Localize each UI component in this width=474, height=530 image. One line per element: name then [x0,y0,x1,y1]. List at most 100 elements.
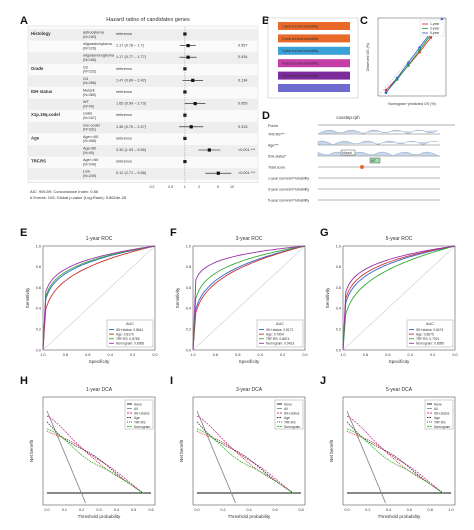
dca-ylabel: Net benefit [29,439,34,462]
forest-level: codel [83,112,92,116]
dca-title: 1-year DCA [86,387,113,393]
roc-xtick: 1.0 [190,353,195,357]
nomogram-bar-label: 4-year survival probability [282,62,319,66]
roc-ytick: 0.6 [186,286,191,290]
forest-hr-text: 5.12 (2.71 – 9.68) [116,171,147,175]
roc-ytick: 0.8 [186,265,191,269]
roc-ytick: 0.8 [36,265,41,269]
forest-point [189,125,193,129]
forest-axis-tick: 10 [230,185,234,189]
dca-xtick: 0.6 [407,508,412,512]
dca-curve [46,415,144,494]
dca-legend-item: Nomogram [134,425,151,429]
nomogram-bar [278,34,350,43]
forest-point [183,32,187,36]
forest-hr-text: 3.30 (1.93 – 5.66) [116,148,147,152]
roc-legend-item: Age: 0.7994 [266,332,284,336]
roc-legend-box [406,319,454,348]
panel-letter-e: E [20,227,27,239]
forest-row-bg [28,75,258,87]
roc-legend-item: Nomogram: 0.9423 [266,342,294,346]
forest-n: (N=266) [83,81,96,85]
forest-point [216,171,220,175]
forest-plot: Hazard ratios of candidates genes AIC: 9… [27,17,259,200]
forest-p-value: 0.434 [238,55,248,59]
roc-xtick: 1.0 [40,353,45,357]
dca-xtick: 0.1 [62,508,67,512]
forest-axis-tick: 0.2 [150,185,155,189]
dca-legend-item: All [434,407,438,411]
roc-xtick: 0.0 [452,353,457,357]
forest-var: X1p.19q.codel [31,112,60,117]
forest-axis-tick: 2 [198,185,200,189]
roc-legend-title: AUC [126,322,134,326]
nomogram-bar [278,59,350,68]
nomogram-bar-label: 3-year survival probability [282,49,319,53]
dca-legend-item: TRF.RS [284,420,296,424]
calibration-point [440,17,444,21]
dca-panel-1-year: 1-year DCA 0.0 0.1 0.2 0.3 0.4 0.5 0.6 Threshold… [29,387,156,519]
dca-legend-item: Nomogram [434,425,451,429]
forest-level: G2 [83,65,88,69]
dca-legend-box [274,399,304,430]
roc-legend-item: TRF.RS: 0.8755 [116,337,140,341]
panel-letter-g: G [320,227,329,239]
roc-legend-item: Age: 0.8170 [116,332,134,336]
forest-level: Age<=60 [83,135,98,139]
calibration-point [418,46,421,49]
forest-hr-text: 1.47 (0.89 – 2.42) [116,78,147,82]
roc-diagonal [42,245,156,351]
roc-legend-box [106,319,154,348]
roc-xtick: 0.8 [213,353,218,357]
dca-ylabel: Net benefit [329,439,334,462]
dca-xtick: 0.8 [298,508,303,512]
panel-letter-b: B [262,15,270,27]
forest-level: WT [83,100,90,104]
dca-xtick: 0.2 [365,508,370,512]
roc-xtick: 0.0 [152,353,157,357]
dca-legend-item: All [284,407,288,411]
forest-row-bg [28,145,258,157]
nomogram-bar-label: 2-year survival probability [282,37,319,41]
panel-letter-h: H [20,375,28,387]
nomogram-bar [278,22,350,30]
roc-ylabel: Sensitivity [325,287,330,308]
roc-ytick: 0.8 [336,265,341,269]
calibration-legend-label: 1-year [430,22,440,26]
forest-row-bg [28,168,258,180]
forest-footnote-1: AIC: 905.59; Concordance Index: 0.86 [30,189,99,194]
nomogram-row-label: 1-year survival Probability [268,177,309,181]
dca-xtick: 0.4 [114,508,119,512]
roc-ylabel: Sensitivity [25,287,30,308]
roc-xtick: 0.8 [63,353,68,357]
nomogram-total-point [360,165,364,169]
dca-legend-box [424,399,454,430]
roc-xtick: 0.2 [130,353,135,357]
roc-curve [342,245,456,351]
roc-xtick: 0.8 [363,353,368,357]
dca-legend-item: IDH status [134,411,150,415]
nomogram-panel: coxstep.rph Points TRF.RS*** Age*** IDH.sta… [268,115,455,203]
dca-all-line [196,410,236,504]
forest-var: Grade [31,66,44,71]
dca-legend-box [124,399,154,430]
dca-title: 3-year DCA [236,387,263,393]
panel-letter-i: I [170,375,173,387]
dca-xtick: 0.0 [344,508,349,512]
roc-xtick: 0.4 [408,353,413,357]
dca-all-line [46,410,86,504]
roc-curve [42,245,156,351]
calibration-point [407,61,410,64]
forest-n: (N=249) [83,162,96,166]
calibration-point [395,76,399,80]
forest-level: non-codel [83,123,100,127]
forest-row-bg [28,52,258,64]
nomogram-density [317,140,439,146]
roc-panel-3-year: 3-year ROC 1.0 0.8 0.6 0.4 0.2 0.0 0.0 0.2 0.4 0.6… [175,236,308,364]
roc-legend-item: TRF.RS: 0.7921 [416,337,440,341]
dca-xtick: 0.8 [428,508,433,512]
forest-level: oligodendroglioma [83,54,115,58]
forest-var: TRF.RS [31,159,46,164]
roc-legend-title: AUC [276,322,284,326]
